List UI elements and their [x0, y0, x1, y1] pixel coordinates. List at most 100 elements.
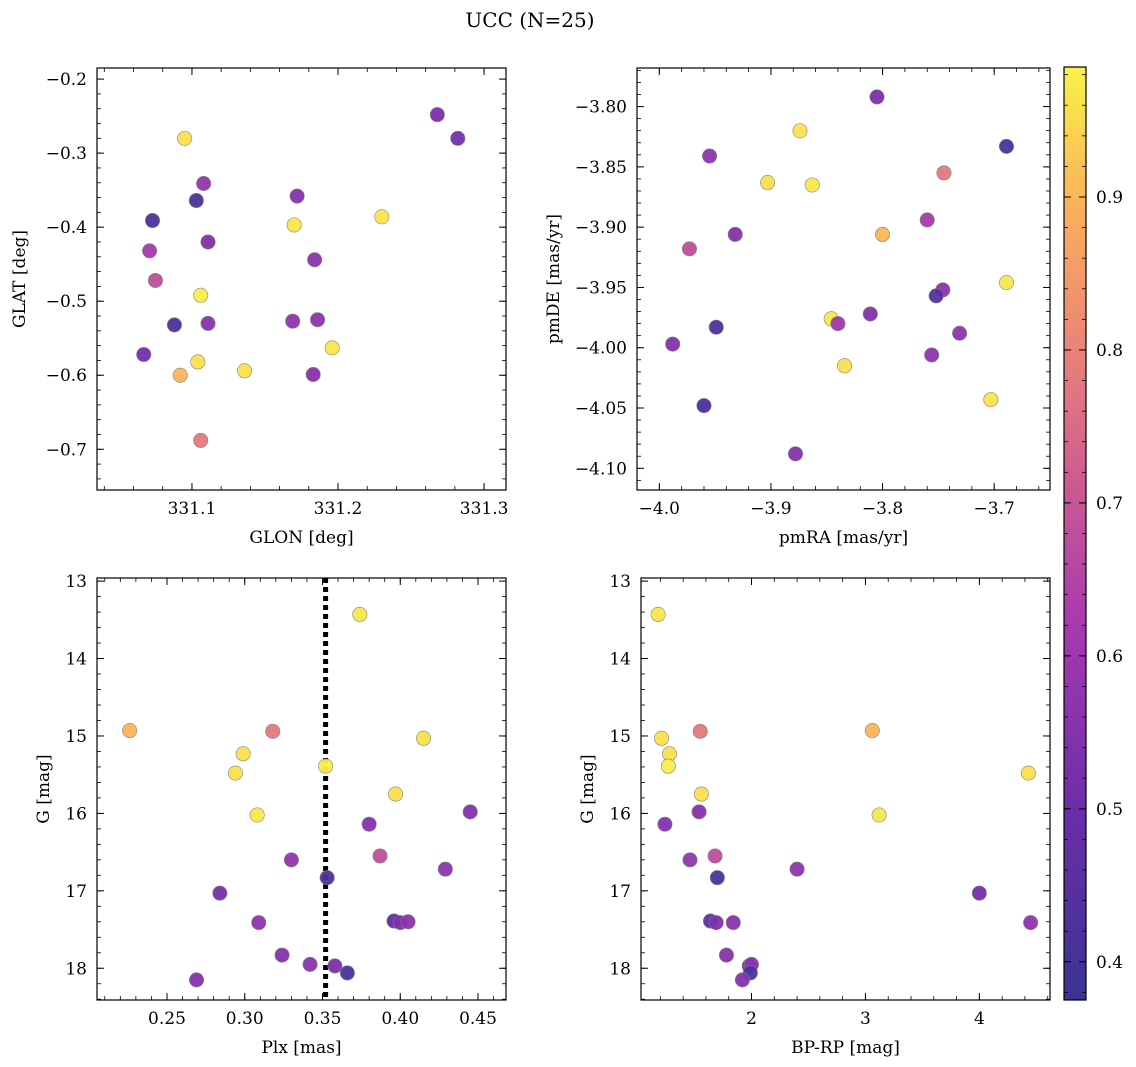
x-tick-label: 331.3 — [460, 499, 509, 519]
scatter-point — [1023, 915, 1039, 931]
scatter-point — [285, 313, 301, 329]
scatter-point — [983, 392, 999, 408]
scatter-point — [172, 367, 188, 383]
scatter-point — [998, 138, 1014, 154]
scatter-point — [804, 177, 820, 193]
scatter-point — [693, 786, 709, 802]
x-tick-label: −3.7 — [974, 499, 1015, 519]
scatter-point — [696, 398, 712, 414]
x-tick-label: 0.25 — [148, 1009, 186, 1029]
scatter-point — [650, 606, 666, 622]
scatter-point — [400, 914, 416, 930]
panel-1: 331.1 331.2 331.3 −0.2 −0.3 −0.4 −0.5 −0.6 −0.7 G… — [10, 67, 509, 548]
panel-4: 2 3 4 13 14 15 16 17 18 BP-RP [mag] G [mag] — [578, 572, 1051, 1058]
x-tick-label: 0.35 — [304, 1009, 342, 1029]
scatter-point — [200, 315, 216, 331]
scatter-point — [450, 130, 466, 146]
scatter-point — [352, 606, 368, 622]
scatter-point — [665, 336, 681, 352]
scatter-point — [734, 972, 750, 988]
x-tick-label: 331.2 — [314, 499, 363, 519]
scatter-point — [339, 965, 355, 981]
scatter-point — [654, 730, 670, 746]
scatter-point — [862, 306, 878, 322]
y-axis-label: G [mag] — [34, 754, 54, 823]
scatter-point — [324, 340, 340, 356]
scatter-point — [190, 354, 206, 370]
scatter-point — [361, 816, 377, 832]
colorbar-tick-label: 0.8 — [1096, 341, 1123, 361]
y-tick-label: 16 — [65, 804, 87, 824]
axes-frame — [96, 577, 507, 1001]
scatter-point — [681, 241, 697, 257]
axes-frame — [96, 67, 507, 491]
scatter-point — [166, 317, 182, 333]
scatter-point — [136, 347, 152, 363]
panel-3: 0.25 0.30 0.35 0.40 0.45 13 14 15 16 17 18 Plx [mas… — [34, 572, 507, 1058]
x-tick-label: 0.40 — [381, 1009, 419, 1029]
scatter-point — [286, 217, 302, 233]
scatter-point — [792, 123, 808, 139]
scatter-point — [227, 765, 243, 781]
scatter-point — [708, 319, 724, 335]
scatter-point — [237, 363, 253, 379]
colorbar-tick-label: 0.4 — [1096, 953, 1123, 973]
scatter-point — [657, 816, 673, 832]
scatter-point — [310, 312, 326, 328]
scatter-point — [274, 947, 290, 963]
scatter-point — [708, 915, 724, 931]
scatter-point — [869, 89, 885, 105]
y-tick-label: −0.6 — [46, 366, 87, 386]
scatter-point — [145, 213, 161, 229]
colorbar-tick-label: 0.5 — [1096, 800, 1123, 820]
scatter-point — [265, 723, 281, 739]
scatter-point — [142, 243, 158, 259]
y-tick-label: −3.85 — [575, 158, 627, 178]
x-axis-label: pmRA [mas/yr] — [779, 528, 908, 548]
scatter-point — [196, 175, 212, 191]
y-tick-label: 18 — [65, 959, 87, 979]
y-axis-label: GLAT [deg] — [10, 230, 30, 328]
scatter-point — [177, 130, 193, 146]
scatter-point — [327, 958, 343, 974]
scatter-point — [189, 972, 205, 988]
x-tick-label: 3 — [860, 1009, 871, 1029]
panel-2: −4.0 −3.9 −3.8 −3.7 −3.80 −3.85 −3.90 −3.95 −4.0… — [544, 67, 1051, 548]
scatter-point — [692, 723, 708, 739]
colorbar-tick-label: 0.6 — [1096, 647, 1123, 667]
y-tick-label: −0.5 — [46, 292, 87, 312]
y-tick-label: −3.80 — [575, 98, 627, 118]
scatter-point — [660, 758, 676, 774]
x-tick-label: −3.8 — [862, 499, 903, 519]
scatter-point — [924, 347, 940, 363]
figure-title: UCC (N=25) — [465, 8, 594, 32]
scatter-point — [707, 848, 723, 864]
scatter-point — [249, 807, 265, 823]
x-tick-label: 0.45 — [459, 1009, 497, 1029]
scatter-point — [416, 730, 432, 746]
scatter-point — [388, 786, 404, 802]
scatter-point — [971, 885, 987, 901]
scatter-point — [789, 861, 805, 877]
x-axis-label: Plx [mas] — [261, 1038, 341, 1058]
scatter-point — [437, 861, 453, 877]
y-tick-label: −0.7 — [46, 440, 87, 460]
y-tick-label: 13 — [609, 572, 631, 592]
y-tick-label: −0.2 — [46, 70, 87, 90]
y-tick-label: −0.4 — [46, 218, 87, 238]
axes-frame — [640, 577, 1051, 1001]
scatter-point — [709, 870, 725, 886]
scatter-point — [952, 325, 968, 341]
scatter-point — [725, 915, 741, 931]
scatter-point — [235, 746, 251, 762]
scatter-point — [318, 758, 334, 774]
scatter-point — [760, 175, 776, 191]
scatter-point — [251, 915, 267, 931]
scatter-point — [462, 804, 478, 820]
y-tick-label: 18 — [609, 959, 631, 979]
scatter-point — [319, 870, 335, 886]
y-tick-label: 15 — [65, 727, 87, 747]
axes-frame — [636, 67, 1051, 491]
scatter-point — [1020, 765, 1036, 781]
